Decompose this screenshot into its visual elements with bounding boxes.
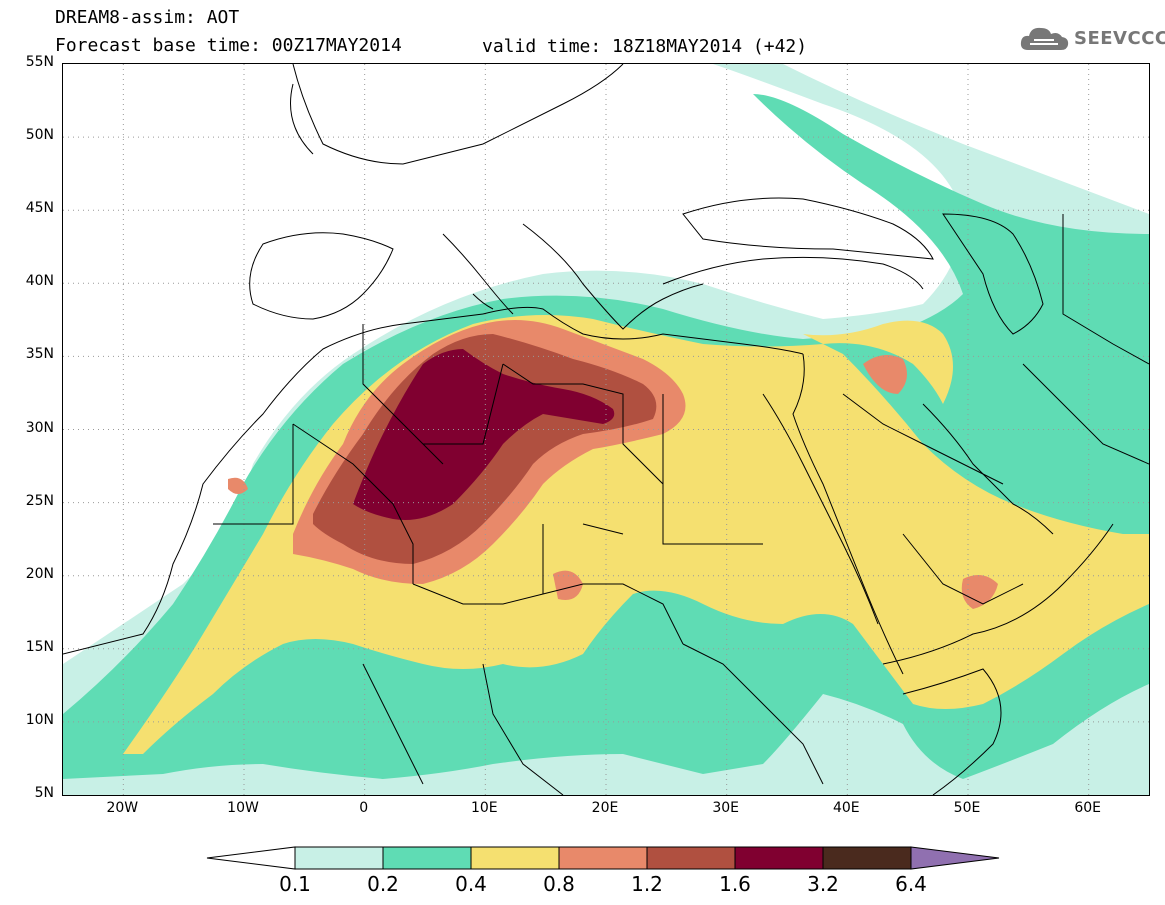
lat-label: 5N: [34, 785, 54, 801]
aot-map: [62, 63, 1150, 796]
lon-label: 60E: [1074, 800, 1101, 816]
colorbar-arrow-low: [206, 846, 296, 870]
colorbar-segment: [822, 846, 912, 870]
colorbar-segment: [734, 846, 824, 870]
cloud-icon: [1020, 27, 1069, 50]
lon-label: 0: [359, 800, 369, 816]
lon-label: 20W: [106, 800, 139, 816]
lat-label: 20N: [25, 565, 54, 582]
aot-shading: [63, 64, 1149, 795]
colorbar-segment: [558, 846, 648, 870]
colorbar-segment: [470, 846, 560, 870]
colorbar-segment: [646, 846, 736, 870]
forecast-base-time: Forecast base time: 00Z17MAY2014: [55, 35, 402, 56]
valid-time: valid time: 18Z18MAY2014 (+42): [482, 36, 808, 57]
lat-label: 55N: [25, 54, 54, 70]
logo-text: SEEVCCC: [1074, 28, 1165, 49]
colorbar-label: 0.1: [279, 872, 311, 896]
lat-label: 35N: [25, 346, 54, 363]
lat-label: 45N: [25, 200, 54, 217]
colorbar: [206, 846, 1000, 870]
lon-label: 10W: [227, 800, 259, 816]
seevccc-logo: SEEVCCC: [1018, 22, 1165, 56]
lat-label: 10N: [25, 711, 54, 728]
lon-label: 10E: [470, 800, 498, 816]
colorbar-label: 0.2: [367, 872, 399, 896]
lat-label: 15N: [25, 638, 54, 655]
map-title: DREAM8-assim: AOT: [55, 7, 240, 28]
coastlines: [63, 64, 1149, 795]
lat-label: 30N: [25, 419, 54, 436]
colorbar-label: 1.6: [719, 872, 751, 896]
lon-label: 50E: [953, 800, 981, 816]
lon-label: 40E: [832, 800, 860, 816]
colorbar-arrow-high: [910, 846, 1000, 870]
lon-label: 30E: [712, 800, 739, 816]
colorbar-label: 0.8: [543, 872, 575, 896]
lon-label: 20E: [591, 800, 619, 816]
colorbar-label: 0.4: [455, 872, 487, 896]
colorbar-label: 6.4: [895, 872, 927, 896]
lat-label: 40N: [25, 273, 54, 290]
colorbar-label: 1.2: [631, 872, 663, 896]
colorbar-segment: [294, 846, 384, 870]
colorbar-label: 3.2: [807, 872, 839, 896]
colorbar-segment: [382, 846, 472, 870]
lat-label: 25N: [25, 492, 54, 509]
lat-label: 50N: [25, 127, 54, 144]
